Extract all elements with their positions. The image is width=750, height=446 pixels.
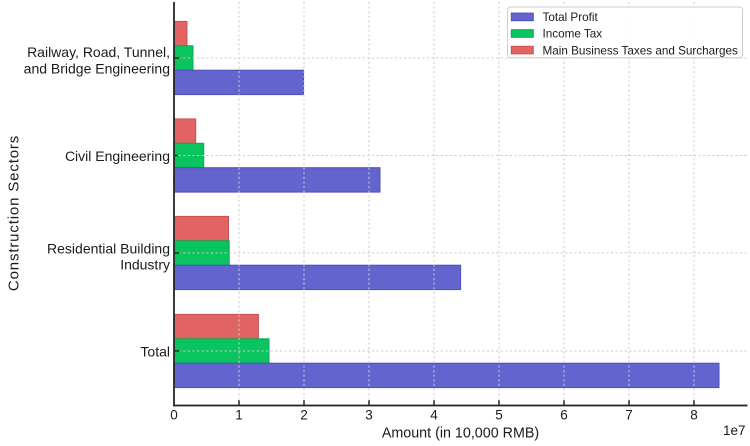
svg-text:Income Tax: Income Tax: [543, 28, 603, 41]
svg-text:Residential Building: Residential Building: [47, 240, 170, 256]
svg-text:7: 7: [625, 408, 633, 423]
svg-text:Railway, Road, Tunnel,: Railway, Road, Tunnel,: [27, 44, 170, 60]
svg-text:1: 1: [235, 408, 243, 423]
svg-text:1e7: 1e7: [723, 423, 746, 438]
svg-text:0: 0: [170, 408, 178, 423]
svg-text:and Bridge Engineering: and Bridge Engineering: [24, 60, 170, 76]
svg-text:3: 3: [365, 408, 373, 423]
svg-text:Amount (in 10,000 RMB): Amount (in 10,000 RMB): [382, 426, 539, 442]
svg-text:Total Profit: Total Profit: [543, 11, 599, 24]
svg-text:6: 6: [560, 408, 568, 423]
svg-text:5: 5: [495, 408, 503, 423]
svg-text:Main Business Taxes and Surcha: Main Business Taxes and Surcharges: [543, 44, 738, 57]
svg-text:Total: Total: [140, 344, 170, 360]
svg-text:Construction Sectors: Construction Sectors: [5, 135, 22, 291]
svg-text:2: 2: [300, 408, 308, 423]
svg-text:8: 8: [690, 408, 698, 423]
svg-text:Civil Engineering: Civil Engineering: [65, 148, 170, 164]
svg-text:4: 4: [430, 408, 438, 423]
svg-text:Industry: Industry: [120, 256, 170, 272]
